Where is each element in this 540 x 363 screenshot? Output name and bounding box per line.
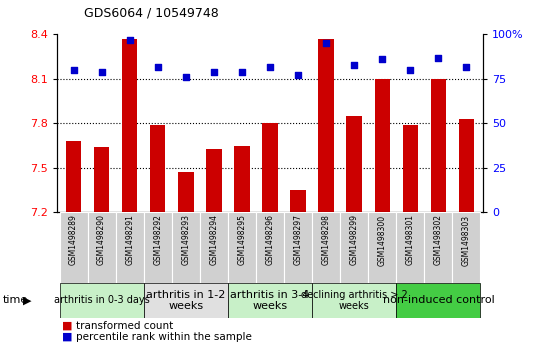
Text: GSM1498295: GSM1498295 [238, 215, 246, 265]
Text: percentile rank within the sample: percentile rank within the sample [76, 332, 252, 342]
Text: arthritis in 3-4
weeks: arthritis in 3-4 weeks [231, 290, 309, 311]
Bar [312, 212, 340, 283]
Bar [424, 212, 453, 283]
Point [434, 55, 443, 61]
Bar [453, 212, 481, 283]
Bar [431, 79, 446, 212]
Point [69, 67, 78, 73]
Bar [144, 283, 228, 318]
Bar [347, 116, 362, 212]
Text: non-induced control: non-induced control [382, 295, 494, 305]
Text: transformed count: transformed count [76, 321, 173, 331]
Text: GSM1498296: GSM1498296 [266, 215, 274, 265]
Text: GSM1498298: GSM1498298 [322, 215, 330, 265]
Text: GSM1498297: GSM1498297 [294, 215, 302, 265]
Point [238, 69, 246, 75]
Point [181, 74, 190, 80]
Bar [228, 283, 312, 318]
Text: ■: ■ [62, 332, 72, 342]
Bar [122, 39, 137, 212]
Bar [94, 147, 109, 212]
Bar [59, 212, 87, 283]
Bar [291, 190, 306, 212]
Bar [368, 212, 396, 283]
Text: GDS6064 / 10549748: GDS6064 / 10549748 [84, 7, 219, 20]
Bar [284, 212, 312, 283]
Bar [206, 148, 221, 212]
Bar [262, 123, 278, 212]
Text: GSM1498293: GSM1498293 [181, 215, 190, 265]
Point [350, 62, 359, 68]
Text: time: time [3, 295, 28, 305]
Text: arthritis in 1-2
weeks: arthritis in 1-2 weeks [146, 290, 226, 311]
Text: ■: ■ [62, 321, 72, 331]
Bar [150, 125, 165, 212]
Text: GSM1498292: GSM1498292 [153, 215, 162, 265]
Bar [256, 212, 284, 283]
Text: GSM1498302: GSM1498302 [434, 215, 443, 265]
Text: GSM1498289: GSM1498289 [69, 215, 78, 265]
Bar [375, 79, 390, 212]
Point [378, 57, 387, 62]
Text: GSM1498303: GSM1498303 [462, 215, 471, 266]
Bar [66, 141, 81, 212]
Text: GSM1498300: GSM1498300 [378, 215, 387, 266]
Point [322, 41, 330, 46]
Point [210, 69, 218, 75]
Bar [228, 212, 256, 283]
Text: GSM1498290: GSM1498290 [97, 215, 106, 265]
Point [462, 64, 471, 69]
Point [97, 69, 106, 75]
Bar [178, 172, 193, 212]
Bar [59, 283, 144, 318]
Point [406, 67, 415, 73]
Bar [172, 212, 200, 283]
Bar [312, 283, 396, 318]
Point [125, 37, 134, 43]
Bar [144, 212, 172, 283]
Bar [459, 119, 474, 212]
Text: GSM1498301: GSM1498301 [406, 215, 415, 265]
Bar [116, 212, 144, 283]
Text: GSM1498294: GSM1498294 [210, 215, 218, 265]
Text: ▶: ▶ [23, 295, 32, 305]
Bar [396, 283, 481, 318]
Text: GSM1498291: GSM1498291 [125, 215, 134, 265]
Text: GSM1498299: GSM1498299 [350, 215, 359, 265]
Bar [340, 212, 368, 283]
Point [153, 64, 162, 69]
Text: arthritis in 0-3 days: arthritis in 0-3 days [54, 295, 150, 305]
Point [294, 73, 302, 78]
Point [266, 64, 274, 69]
Bar [319, 39, 334, 212]
Bar [200, 212, 228, 283]
Bar [234, 146, 249, 212]
Bar [403, 125, 418, 212]
Bar [396, 212, 424, 283]
Text: declining arthritis > 2
weeks: declining arthritis > 2 weeks [301, 290, 408, 311]
Bar [87, 212, 116, 283]
